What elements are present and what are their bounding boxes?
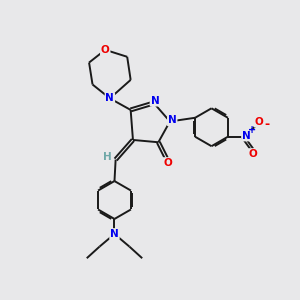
Text: H: H bbox=[103, 152, 112, 162]
Text: O: O bbox=[249, 149, 258, 159]
Text: N: N bbox=[110, 229, 119, 239]
Text: O: O bbox=[163, 158, 172, 168]
Text: N: N bbox=[242, 130, 251, 141]
Text: N: N bbox=[151, 96, 159, 106]
Text: +: + bbox=[248, 125, 256, 135]
Text: N: N bbox=[106, 93, 114, 103]
Text: N: N bbox=[168, 115, 177, 125]
Text: O: O bbox=[255, 117, 263, 127]
Text: -: - bbox=[264, 118, 269, 130]
Text: O: O bbox=[101, 45, 110, 55]
